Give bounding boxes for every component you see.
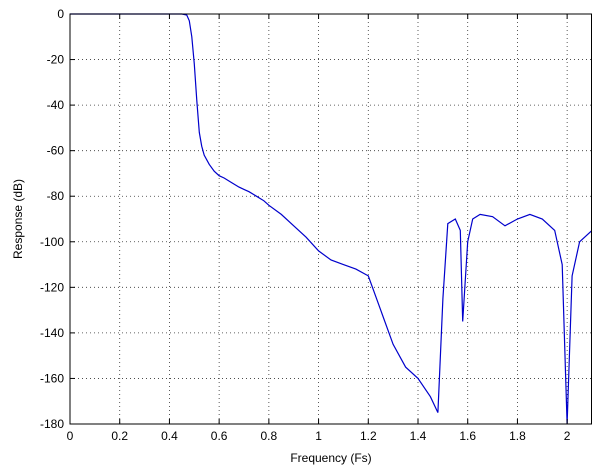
x-tick-label: 1.8 bbox=[509, 429, 526, 443]
y-tick-label: -20 bbox=[47, 53, 65, 67]
y-tick-label: -40 bbox=[47, 98, 65, 112]
plot-frame bbox=[69, 13, 592, 425]
x-axis-label: Frequency (Fs) bbox=[290, 451, 371, 465]
x-tick-label: 0 bbox=[67, 429, 74, 443]
x-tick-label: 0.2 bbox=[111, 429, 128, 443]
y-tick-label: -120 bbox=[40, 280, 64, 294]
y-tick-label: 0 bbox=[57, 7, 64, 21]
x-tick-label: 0.8 bbox=[261, 429, 278, 443]
y-tick-label: -100 bbox=[40, 235, 64, 249]
y-axis-label: Response (dB) bbox=[11, 179, 25, 259]
grid-lines bbox=[70, 14, 592, 424]
y-tick-label: -80 bbox=[47, 189, 65, 203]
y-tick-label: -140 bbox=[40, 326, 64, 340]
y-tick-label: -180 bbox=[40, 417, 64, 431]
series-line bbox=[70, 13, 592, 425]
x-tick-label: 1 bbox=[315, 429, 322, 443]
x-tick-label: 1.2 bbox=[360, 429, 377, 443]
x-tick-label: 2 bbox=[564, 429, 571, 443]
y-tick-label: -160 bbox=[40, 371, 64, 385]
x-tick-label: 0.6 bbox=[211, 429, 228, 443]
y-tick-label: -60 bbox=[47, 144, 65, 158]
x-tick-label: 1.6 bbox=[459, 429, 476, 443]
axis-ticks: 0 0.2 0.4 0.6 0.8 1 1.2 1.4 1.6 1.8 2 0 -20 -40 -60 -80… bbox=[40, 7, 571, 443]
x-tick-label: 1.4 bbox=[410, 429, 427, 443]
x-tick-label: 0.4 bbox=[161, 429, 178, 443]
